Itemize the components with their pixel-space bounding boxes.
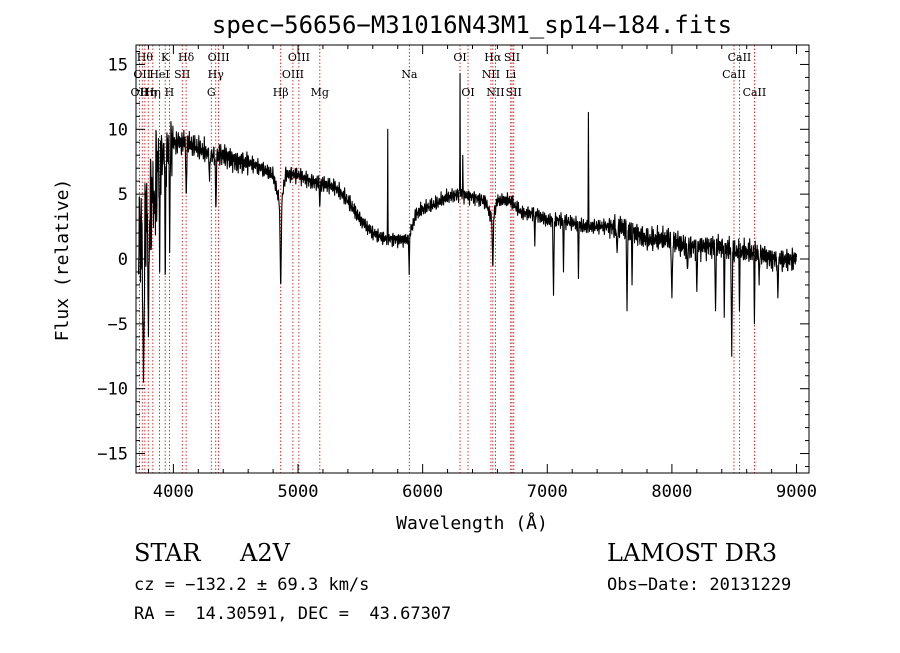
line-label: K: [161, 51, 170, 64]
line-label: HeI: [149, 68, 169, 81]
x-tick-label: 4000: [153, 482, 194, 502]
line-label: SII: [506, 86, 522, 99]
x-tick-label: 7000: [527, 482, 568, 502]
line-label: Hθ: [137, 51, 154, 64]
line-label: OIII: [288, 51, 310, 64]
y-tick-label: 0: [118, 250, 128, 270]
line-label: Na: [401, 68, 418, 81]
sky-coordinates: RA = 14.30591, DEC = 43.67307: [134, 604, 452, 624]
flux-line: [137, 72, 798, 383]
spectral-class: A2V: [240, 539, 290, 567]
line-label: OII: [131, 86, 149, 99]
line-label: Hα: [484, 51, 502, 64]
line-label: OIII: [282, 68, 304, 81]
line-label: OIII: [208, 51, 230, 64]
survey-name: LAMOST DR3: [607, 539, 778, 567]
line-label: Hδ: [178, 51, 195, 64]
line-label: OI: [461, 86, 474, 99]
emission-line-markers: [138, 45, 755, 473]
line-label: SII: [504, 51, 520, 64]
y-tick-label: −15: [97, 445, 128, 465]
x-tick-label: 8000: [651, 482, 692, 502]
y-tick-label: −5: [108, 315, 128, 335]
line-label: Mg: [311, 86, 329, 99]
line-label: Hη: [145, 86, 161, 99]
line-label: SII: [174, 68, 190, 81]
x-tick-label: 5000: [278, 482, 319, 502]
line-label: CaII: [728, 51, 752, 64]
y-tick-label: 15: [108, 55, 128, 75]
line-label: G: [207, 86, 216, 99]
line-label: Hβ: [273, 86, 289, 99]
line-label: OII: [133, 68, 151, 81]
y-tick-label: 5: [118, 185, 128, 205]
plot-axes: 4000 5000 6000 7000 8000 9000 −15 −10 −5 0 5 10 15: [97, 44, 817, 502]
y-axis-label: Flux (relative): [52, 179, 73, 342]
line-label: Li: [505, 68, 516, 81]
line-label: NII: [486, 86, 504, 99]
line-label: NII: [482, 68, 500, 81]
y-tick-label: 10: [108, 120, 128, 140]
line-label: OI: [453, 51, 466, 64]
x-tick-label: 6000: [402, 482, 443, 502]
line-label: Hη: [140, 86, 156, 99]
object-type: STAR: [134, 539, 201, 567]
x-axis-label: Wavelength (Å): [396, 512, 548, 534]
plot-frame: [135, 44, 810, 474]
line-label: CaII: [722, 68, 746, 81]
x-tick-label: 9000: [776, 482, 817, 502]
line-label: H: [165, 86, 175, 99]
y-tick-label: −10: [97, 380, 128, 400]
flux-series: [137, 72, 798, 383]
redshift-velocity: cz = −132.2 ± 69.3 km/s: [134, 575, 370, 595]
line-label: CaII: [743, 86, 767, 99]
observation-date: Obs−Date: 20131229: [607, 575, 792, 595]
chart-title: spec−56656−M31016N43M1_sp14−184.fits: [212, 11, 732, 39]
line-label: Hγ: [208, 68, 225, 81]
